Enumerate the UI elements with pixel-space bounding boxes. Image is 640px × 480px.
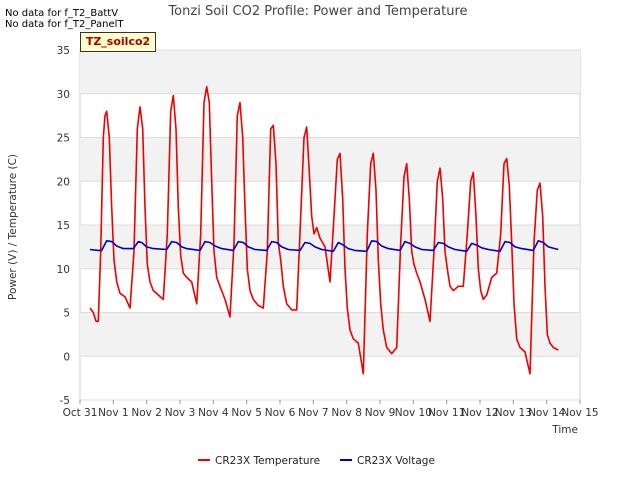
- grid-lines: [80, 49, 580, 401]
- chart-title: Tonzi Soil CO2 Profile: Power and Temper…: [167, 4, 467, 19]
- x-tick-label: Nov 11: [428, 407, 465, 419]
- x-tick-label: Nov 12: [461, 407, 498, 419]
- x-tick-label: Nov 2: [131, 407, 162, 419]
- x-tick-label: Nov 7: [298, 407, 329, 419]
- legend-label: CR23X Voltage: [357, 455, 435, 467]
- legend-label: CR23X Temperature: [215, 455, 320, 467]
- x-tick-label: Nov 13: [495, 407, 532, 419]
- y-tick-label: 10: [57, 264, 70, 276]
- y-tick-label: 35: [57, 45, 70, 57]
- grid-band: [80, 312, 580, 357]
- x-tick-label: Nov 8: [331, 407, 362, 419]
- x-axis-ticks: Oct 31 Nov 1 Nov 2 Nov 3 Nov 4 Nov 5 Nov 6 Nov …: [63, 400, 599, 419]
- no-data-note-panelt: No data for f_T2_PanelT: [5, 19, 124, 30]
- no-data-note-battv: No data for f_T2_BattV: [5, 8, 119, 19]
- series-line-temperature: [89, 86, 559, 375]
- x-tick-label: Nov 15: [561, 407, 598, 419]
- y-axis-label: Power (V) / Temperature (C): [7, 154, 19, 300]
- y-tick-label: 25: [57, 133, 70, 145]
- site-badge: TZ_soilco2: [80, 32, 156, 52]
- grid-band: [80, 225, 580, 269]
- y-tick-label: 30: [57, 89, 70, 101]
- y-tick-label: 15: [57, 220, 70, 232]
- x-tick-label: Nov 1: [98, 407, 129, 419]
- x-tick-label: Nov 10: [395, 407, 432, 419]
- y-axis-ticks: -5 0 5 10 15 20 25 30 35: [57, 45, 70, 407]
- x-tick-label: Nov 3: [165, 407, 196, 419]
- x-axis-label: Time: [551, 424, 578, 436]
- grid-band: [80, 137, 580, 182]
- x-tick-label: Nov 4: [198, 407, 229, 419]
- y-tick-label: 5: [63, 308, 70, 320]
- grid-band: [80, 50, 580, 94]
- x-tick-label: Nov 14: [528, 407, 566, 419]
- y-tick-label: -5: [60, 395, 70, 407]
- series-lines: [89, 86, 559, 375]
- x-tick-label: Nov 9: [365, 407, 396, 419]
- y-tick-label: 0: [63, 351, 70, 363]
- x-tick-label: Nov 6: [265, 407, 296, 419]
- x-tick-label: Oct 31: [63, 407, 98, 419]
- series-line-voltage: [89, 240, 559, 253]
- y-tick-label: 20: [57, 176, 70, 188]
- legend: CR23X Temperature CR23X Voltage: [198, 455, 435, 467]
- x-tick-label: Nov 5: [231, 407, 262, 419]
